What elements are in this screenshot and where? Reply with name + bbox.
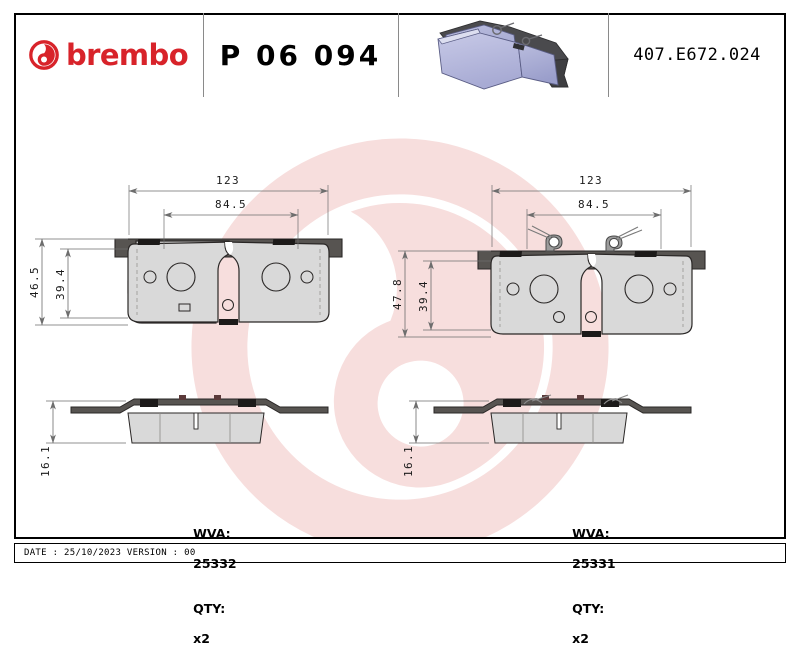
right-qty-value: x2 [572, 631, 589, 646]
datasheet-page: brembo P 06 094 [14, 13, 786, 646]
left-pad-front-view: 123 84.5 46.5 39.4 [28, 174, 343, 326]
date-version-strip: DATE : 25/10/2023 VERSION : 00 [14, 543, 786, 563]
wear-sensor-clips [527, 225, 643, 252]
reference-code: 407.E672.024 [633, 45, 761, 65]
dim-left-thickness: 16.1 [39, 445, 52, 477]
dim-left-overall-height: 46.5 [28, 266, 41, 298]
brembo-logo-icon [29, 40, 59, 70]
left-pad-specs: WVA: 25332 QTY: x2 [167, 511, 237, 661]
header-bar: brembo P 06 094 [14, 13, 786, 97]
right-wva-label: WVA: [572, 526, 610, 541]
right-pad-side-view: 16.1 [402, 394, 692, 477]
dim-left-pad-height: 39.4 [54, 268, 67, 300]
left-pad-side-view: 16.1 [39, 395, 329, 477]
right-qty-label: QTY: [572, 601, 605, 616]
dim-right-overall-height: 47.8 [391, 278, 404, 310]
date-version-text: DATE : 25/10/2023 VERSION : 00 [24, 548, 196, 558]
dim-left-overall-width: 123 [216, 174, 240, 187]
header-divider-1 [203, 13, 204, 97]
brand-logo-cell: brembo [14, 13, 203, 97]
header-divider-2 [398, 13, 399, 97]
brand-name: brembo [65, 37, 189, 72]
left-qty-value: x2 [193, 631, 210, 646]
dim-right-overall-width: 123 [579, 174, 603, 187]
right-pad-front-view: 123 84.5 47.8 39.4 [391, 174, 706, 338]
dim-right-inner-width: 84.5 [578, 198, 610, 211]
left-wva-label: WVA: [193, 526, 231, 541]
reference-code-cell: 407.E672.024 [608, 13, 786, 97]
dim-left-inner-width: 84.5 [215, 198, 247, 211]
part-number: P 06 094 [219, 38, 382, 72]
dim-right-thickness: 16.1 [402, 445, 415, 477]
header-divider-3 [608, 13, 609, 97]
technical-views: 123 84.5 46.5 39.4 [28, 174, 706, 477]
dim-right-pad-height: 39.4 [417, 280, 430, 312]
right-pad-specs: WVA: 25331 QTY: x2 [546, 511, 616, 661]
left-qty-label: QTY: [193, 601, 226, 616]
drawing-canvas: 123 84.5 46.5 39.4 [16, 99, 784, 537]
brake-pad-3d-image [437, 20, 569, 90]
part-number-cell: P 06 094 [203, 13, 398, 97]
product-image-cell [398, 13, 608, 97]
